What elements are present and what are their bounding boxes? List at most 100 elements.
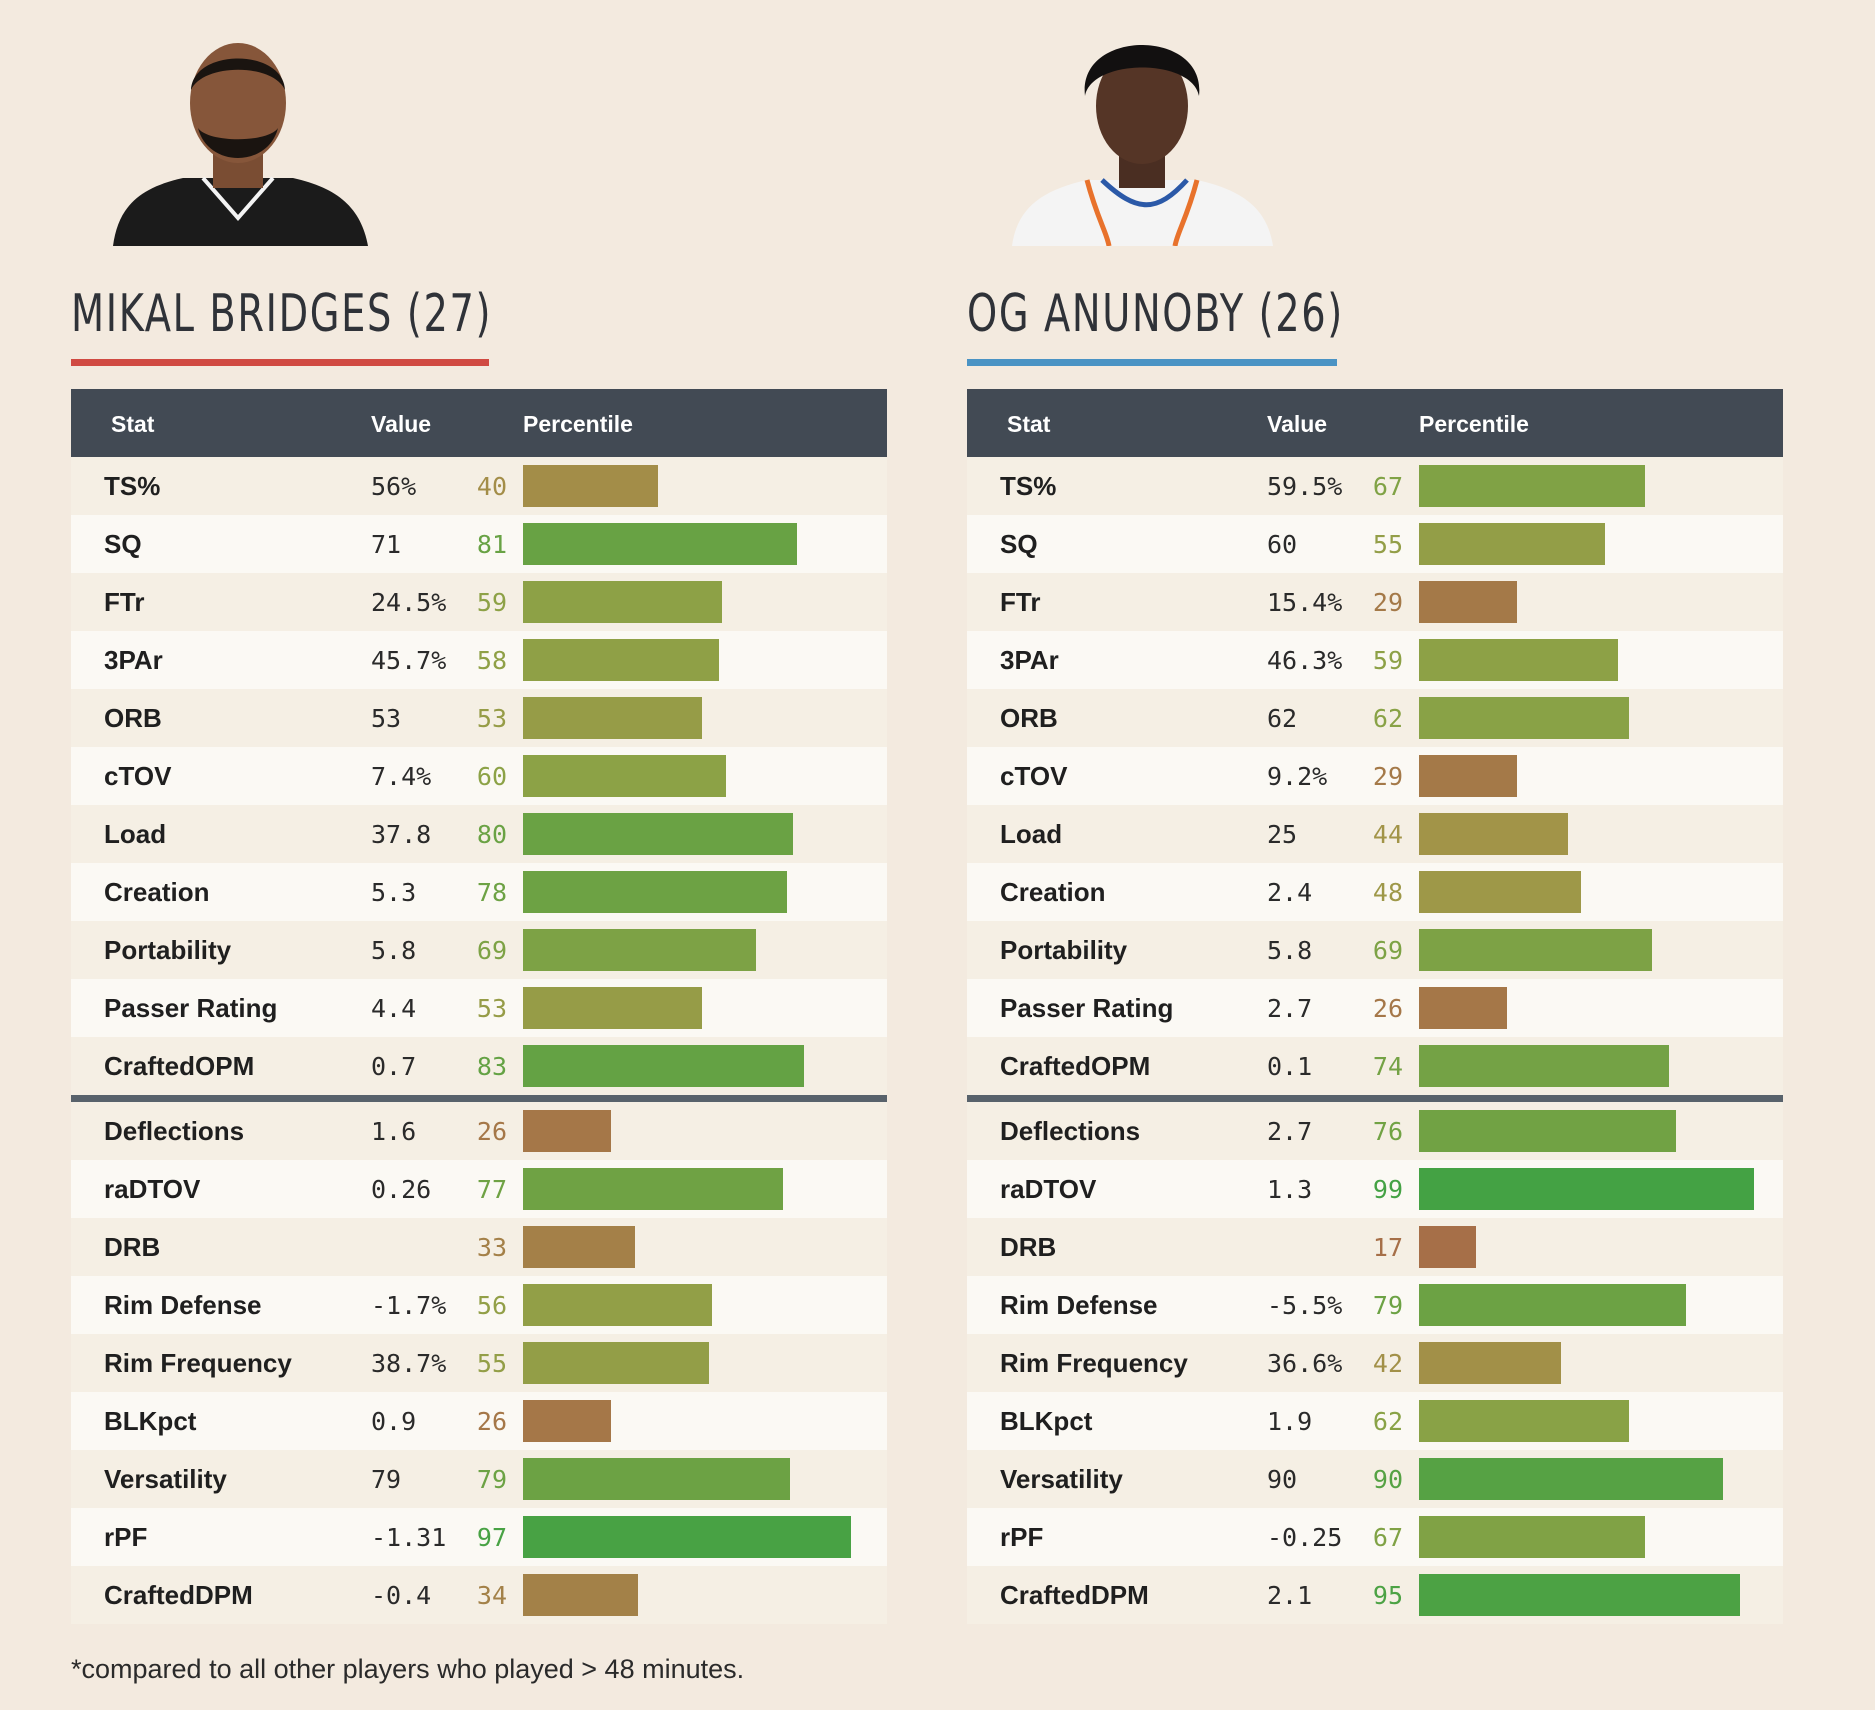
stat-value: 7.4% (371, 762, 432, 791)
percentile-bar (1419, 1574, 1740, 1616)
stat-name: DRB (104, 1232, 161, 1262)
stat-name: Rim Defense (1000, 1290, 1158, 1320)
percentile-bar (523, 1168, 783, 1210)
section-divider (71, 1095, 887, 1102)
stat-percentile: 34 (476, 1581, 507, 1610)
stat-name: CraftedOPM (104, 1051, 255, 1081)
percentile-bar (523, 1045, 804, 1087)
table-row: Creation 2.4 48 (967, 863, 1783, 921)
table-header: Stat Value Percentile (71, 389, 887, 457)
player-photo (113, 43, 368, 246)
table-header: Stat Value Percentile (967, 389, 1783, 457)
percentile-bar (523, 1284, 712, 1326)
stat-name: FTr (1000, 587, 1041, 617)
percentile-bar (1419, 1458, 1723, 1500)
stat-percentile: 80 (476, 820, 507, 849)
stat-name: CraftedOPM (1000, 1051, 1151, 1081)
stat-name: BLKpct (1000, 1406, 1093, 1436)
stat-name: cTOV (1000, 761, 1068, 791)
stat-percentile: 67 (1372, 472, 1403, 501)
table-row: Rim Defense -1.7% 56 (71, 1276, 887, 1334)
player-photo (1012, 45, 1273, 246)
stat-percentile: 59 (476, 588, 507, 617)
player-name-underline (967, 359, 1337, 366)
stat-percentile: 26 (1372, 994, 1403, 1023)
stat-name: TS% (104, 471, 161, 501)
stat-value: 24.5% (371, 588, 447, 617)
table-row: Portability 5.8 69 (71, 921, 887, 979)
stats-table: Stat Value Percentile TS% 56% 40 SQ 71 81 FTr 24.5… (71, 389, 887, 1624)
stat-value: 56% (371, 472, 417, 501)
stat-name: TS% (1000, 471, 1057, 501)
stat-value: 15.4% (1267, 588, 1343, 617)
stat-percentile: 44 (1372, 820, 1403, 849)
percentile-bar (523, 697, 702, 739)
player-name: OG ANUNOBY (26) (967, 284, 1344, 344)
header-stat: Stat (1007, 411, 1051, 437)
percentile-bar (523, 871, 787, 913)
percentile-bar (1419, 523, 1605, 565)
stat-name: ORB (104, 703, 162, 733)
table-row: CraftedDPM -0.4 34 (71, 1566, 887, 1624)
stat-value: 0.1 (1267, 1052, 1313, 1081)
percentile-bar (523, 987, 702, 1029)
stat-value: 59.5% (1267, 472, 1343, 501)
stat-value: 5.3 (371, 878, 417, 907)
stat-percentile: 62 (1372, 1407, 1403, 1436)
percentile-bar (1419, 465, 1645, 507)
table-row: CraftedOPM 0.7 83 (71, 1037, 887, 1095)
percentile-bar (523, 523, 797, 565)
stat-value: 9.2% (1267, 762, 1328, 791)
table-row: DRB 17 (967, 1218, 1783, 1276)
player-name-underline (71, 359, 489, 366)
stat-percentile: 83 (476, 1052, 507, 1081)
table-row: cTOV 9.2% 29 (967, 747, 1783, 805)
stat-percentile: 79 (476, 1465, 507, 1494)
table-row: rPF -0.25 67 (967, 1508, 1783, 1566)
percentile-bar (1419, 987, 1507, 1029)
stat-percentile: 67 (1372, 1523, 1403, 1552)
stat-name: Creation (1000, 877, 1106, 907)
stat-percentile: 55 (1372, 530, 1403, 559)
stat-percentile: 17 (1372, 1233, 1403, 1262)
stat-name: Creation (104, 877, 210, 907)
percentile-bar (523, 1574, 638, 1616)
percentile-bar (1419, 581, 1517, 623)
stat-percentile: 95 (1372, 1581, 1403, 1610)
percentile-bar (1419, 1168, 1754, 1210)
table-row: 3PAr 45.7% 58 (71, 631, 887, 689)
stat-name: 3PAr (104, 645, 163, 675)
stat-value: 46.3% (1267, 646, 1343, 675)
header-value: Value (371, 411, 432, 437)
table-row: FTr 15.4% 29 (967, 573, 1783, 631)
stat-percentile: 62 (1372, 704, 1403, 733)
stat-name: SQ (1000, 529, 1038, 559)
stat-percentile: 69 (1372, 936, 1403, 965)
table-row: raDTOV 0.26 77 (71, 1160, 887, 1218)
player-name: MIKAL BRIDGES (27) (71, 284, 493, 344)
table-row: Rim Frequency 36.6% 42 (967, 1334, 1783, 1392)
stat-name: Versatility (1000, 1464, 1123, 1494)
table-row: Load 25 44 (967, 805, 1783, 863)
stat-percentile: 53 (476, 994, 507, 1023)
footnote: *compared to all other players who playe… (71, 1654, 745, 1684)
stat-value: -0.4 (371, 1581, 432, 1610)
stat-name: CraftedDPM (1000, 1580, 1149, 1610)
table-row: CraftedDPM 2.1 95 (967, 1566, 1783, 1624)
stat-percentile: 60 (476, 762, 507, 791)
stat-name: FTr (104, 587, 145, 617)
percentile-bar (523, 929, 756, 971)
stat-name: DRB (1000, 1232, 1057, 1262)
stat-percentile: 42 (1372, 1349, 1403, 1378)
percentile-bar (1419, 1110, 1676, 1152)
stat-value: 2.7 (1267, 994, 1313, 1023)
stat-percentile: 29 (1372, 588, 1403, 617)
table-row: Versatility 79 79 (71, 1450, 887, 1508)
stat-value: 0.9 (371, 1407, 417, 1436)
table-row: Versatility 90 90 (967, 1450, 1783, 1508)
stat-percentile: 81 (476, 530, 507, 559)
table-row: BLKpct 0.9 26 (71, 1392, 887, 1450)
percentile-bar (1419, 1284, 1686, 1326)
stat-value: 25 (1267, 820, 1298, 849)
stat-percentile: 33 (476, 1233, 507, 1262)
